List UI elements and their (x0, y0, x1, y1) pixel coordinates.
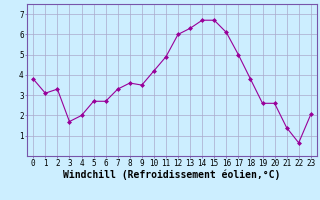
X-axis label: Windchill (Refroidissement éolien,°C): Windchill (Refroidissement éolien,°C) (63, 170, 281, 180)
